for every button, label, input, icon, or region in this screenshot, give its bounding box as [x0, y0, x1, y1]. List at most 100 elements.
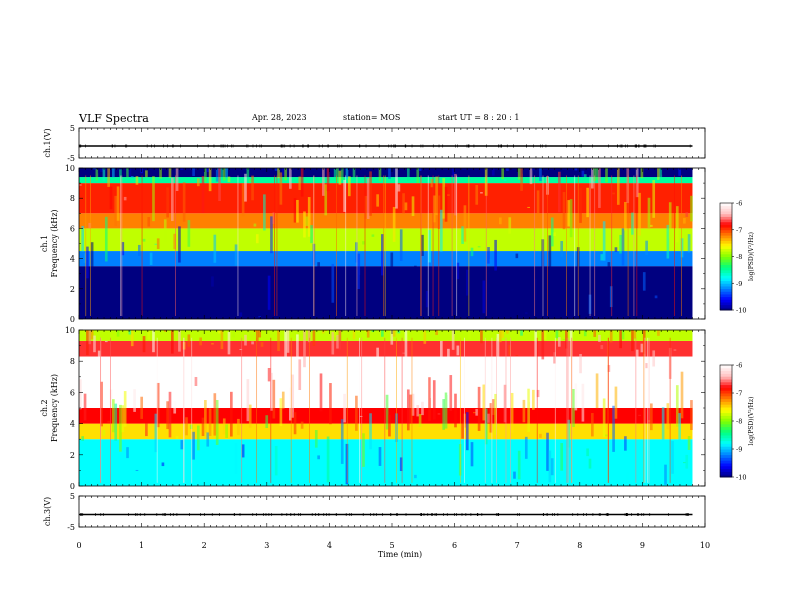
colorbar-tick-label: -7	[736, 390, 742, 398]
psd-streak	[279, 398, 283, 426]
psd-streak	[399, 229, 403, 261]
colorbar-cell	[720, 232, 732, 236]
psd-streak	[600, 254, 604, 261]
psd-streak	[128, 168, 132, 177]
psd-streak	[425, 290, 429, 308]
psd-streak	[638, 192, 641, 236]
psd-streak	[270, 372, 273, 411]
colorbar-cell	[720, 261, 732, 266]
psd-streak	[435, 176, 438, 216]
colorbar-cell	[720, 293, 732, 298]
psd-streak	[572, 388, 575, 427]
psd-streak	[152, 330, 155, 353]
psd-streak	[385, 168, 389, 173]
psd-band-2	[79, 228, 693, 252]
colorbar-tick-label: -10	[736, 307, 746, 315]
psd-streak	[366, 178, 370, 219]
spectrogram-ch1	[79, 168, 693, 319]
psd-streak	[163, 219, 167, 242]
psd-streak	[532, 389, 535, 410]
psd-streak	[536, 190, 540, 220]
psd-streak	[159, 168, 162, 179]
psd-streak	[145, 170, 148, 178]
psd-streak	[298, 176, 302, 190]
psd-streak	[267, 367, 271, 382]
psd-streak	[211, 276, 214, 287]
psd-streak	[491, 399, 495, 415]
y-tick-label: 0	[70, 482, 75, 491]
psd-streak	[664, 464, 667, 485]
psd-streak	[293, 198, 297, 223]
psd-streak	[248, 179, 252, 183]
psd-streak	[631, 330, 634, 352]
psd-streak	[612, 405, 615, 452]
psd-streak	[562, 339, 566, 341]
psd-streak	[83, 393, 87, 421]
psd-streak	[444, 392, 448, 429]
psd-streak	[685, 454, 689, 469]
psd-streak	[314, 430, 318, 448]
psd-streak	[246, 168, 250, 178]
psd-streak	[196, 425, 200, 451]
psd-streak	[515, 253, 519, 259]
colorbar-cell	[720, 269, 732, 274]
psd-streak	[317, 455, 320, 460]
psd-streak	[477, 246, 481, 248]
psd-streak	[539, 433, 542, 438]
psd-streak	[284, 168, 287, 181]
psd-streak	[470, 247, 474, 257]
colorbar-cell	[720, 432, 732, 436]
psd-streak	[322, 168, 325, 196]
psd-streak	[449, 178, 453, 180]
psd-streak	[652, 180, 656, 218]
psd-streak	[307, 197, 311, 237]
psd-streak	[560, 443, 564, 471]
psd-streak	[102, 429, 106, 436]
psd-streak	[175, 168, 179, 192]
psd-streak	[432, 195, 436, 223]
psd-streak	[631, 212, 634, 235]
psd-streak	[569, 330, 573, 364]
panel-frame	[78, 495, 706, 528]
psd-streak	[411, 196, 415, 217]
psd-streak	[263, 194, 266, 231]
psd-streak	[107, 420, 110, 423]
psd-streak	[227, 331, 231, 355]
psd-streak	[595, 373, 599, 409]
psd-streak	[593, 168, 597, 182]
x-axis-label: Time (min)	[378, 550, 422, 559]
psd-streak	[286, 330, 290, 353]
psd-streak	[555, 330, 559, 339]
psd-streak	[100, 381, 103, 427]
psd-streak	[541, 330, 545, 360]
start-time-label: start UT = 8 : 20 : 1	[438, 113, 520, 122]
psd-streak	[222, 168, 226, 181]
psd-streak	[527, 206, 530, 208]
x-tick-label: 10	[700, 541, 710, 550]
psd-streak	[406, 389, 410, 431]
psd-streak	[619, 330, 622, 349]
psd-streak	[189, 168, 193, 170]
psd-streak	[171, 330, 174, 354]
psd-streak	[440, 340, 443, 376]
psd-streak	[506, 330, 509, 334]
psd-streak	[251, 341, 254, 345]
x-tick-label: 1	[139, 541, 144, 550]
psd-streak	[501, 330, 505, 338]
psd-streak	[258, 316, 261, 318]
psd-streak	[557, 337, 561, 347]
psd-streak	[659, 367, 663, 393]
psd-streak	[645, 240, 648, 255]
psd-streak	[487, 413, 490, 423]
psd-streak	[241, 444, 245, 458]
psd-streak	[234, 244, 238, 266]
psd-streak	[565, 330, 568, 349]
psd-streak	[680, 238, 684, 258]
psd-streak	[461, 226, 464, 244]
psd-streak	[482, 384, 486, 421]
psd-streak	[324, 184, 328, 216]
psd-streak	[633, 331, 637, 339]
psd-streak	[508, 345, 512, 356]
colorbar-cell	[720, 245, 732, 249]
colorbar-cell	[720, 421, 732, 425]
